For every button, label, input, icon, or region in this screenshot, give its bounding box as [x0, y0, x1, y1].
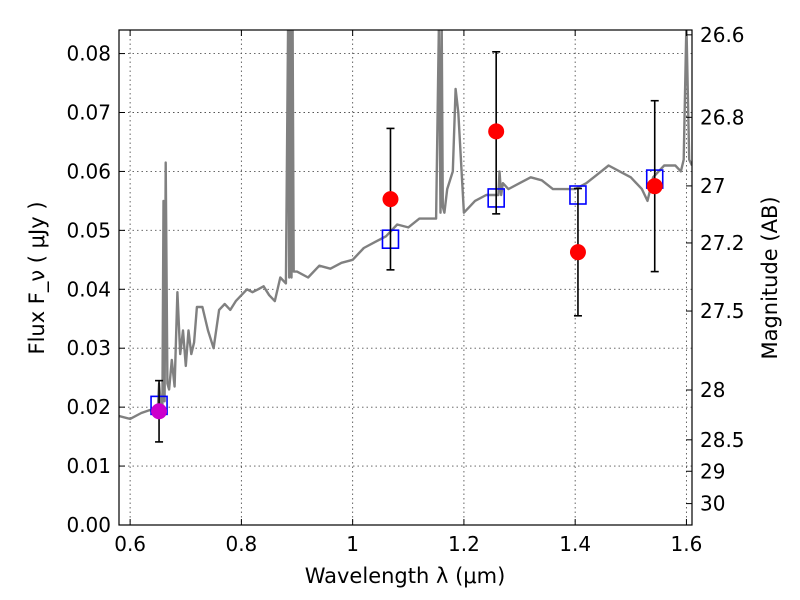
magnitude-tick-label: 28.5 [700, 428, 745, 452]
observed-flux-point [646, 178, 663, 195]
y-tick-label: 0.05 [66, 218, 111, 242]
plot-area [119, 30, 692, 443]
y-tick-label: 0.02 [66, 395, 111, 419]
x-tick-label: 0.6 [114, 532, 146, 556]
x-axis-ticks: 0.6 0.8 1 1.2 1.4 1.6 [114, 30, 702, 556]
grid-lines [119, 30, 692, 526]
y-tick-label: 0.01 [66, 454, 111, 478]
y-axis-ticks: 0.00 0.01 0.02 0.03 0.04 0.05 0.06 0.07 0.08 [66, 42, 125, 537]
magnitude-tick-label: 28 [700, 378, 725, 402]
plot-frame [118, 29, 693, 526]
spectrum-line [119, 30, 692, 421]
magnitude-tick-label: 27 [700, 174, 725, 198]
magnitude-tick-label: 26.8 [700, 105, 745, 129]
y-tick-label: 0.00 [66, 513, 111, 537]
magnitude-tick-label: 27.5 [700, 299, 745, 323]
magnitude-tick-label: 27.2 [700, 231, 745, 255]
observed-flux-point [569, 244, 586, 261]
data-markers [150, 51, 664, 443]
observed-flux-point [382, 191, 399, 208]
y-axis-label: Flux F_ν ( μJy ) [25, 201, 50, 354]
y-tick-label: 0.06 [66, 159, 111, 183]
magnitude-tick-label: 29 [700, 459, 725, 483]
x-tick-label: 1.2 [448, 532, 480, 556]
y-tick-label: 0.04 [66, 277, 111, 301]
y-tick-label: 0.03 [66, 336, 111, 360]
x-tick-label: 1 [346, 532, 359, 556]
observed-flux-point [151, 403, 168, 420]
y-tick-label: 0.08 [66, 42, 111, 66]
magnitude-tick-label: 30 [700, 492, 725, 516]
observed-flux-point [488, 123, 505, 140]
spectrum-series-line [119, 30, 692, 421]
x-tick-label: 1.6 [671, 532, 703, 556]
x-axis-label: Wavelength λ (μm) [305, 564, 506, 588]
magnitude-axis-label: Magnitude (AB) [758, 196, 782, 359]
x-tick-label: 0.8 [225, 532, 257, 556]
x-tick-label: 1.4 [559, 532, 591, 556]
y-tick-label: 0.07 [66, 101, 111, 125]
magnitude-axis-ticks: 26.6 26.8 27 27.2 27.5 28 28.5 29 30 [686, 23, 745, 516]
magnitude-tick-label: 26.6 [700, 23, 745, 47]
